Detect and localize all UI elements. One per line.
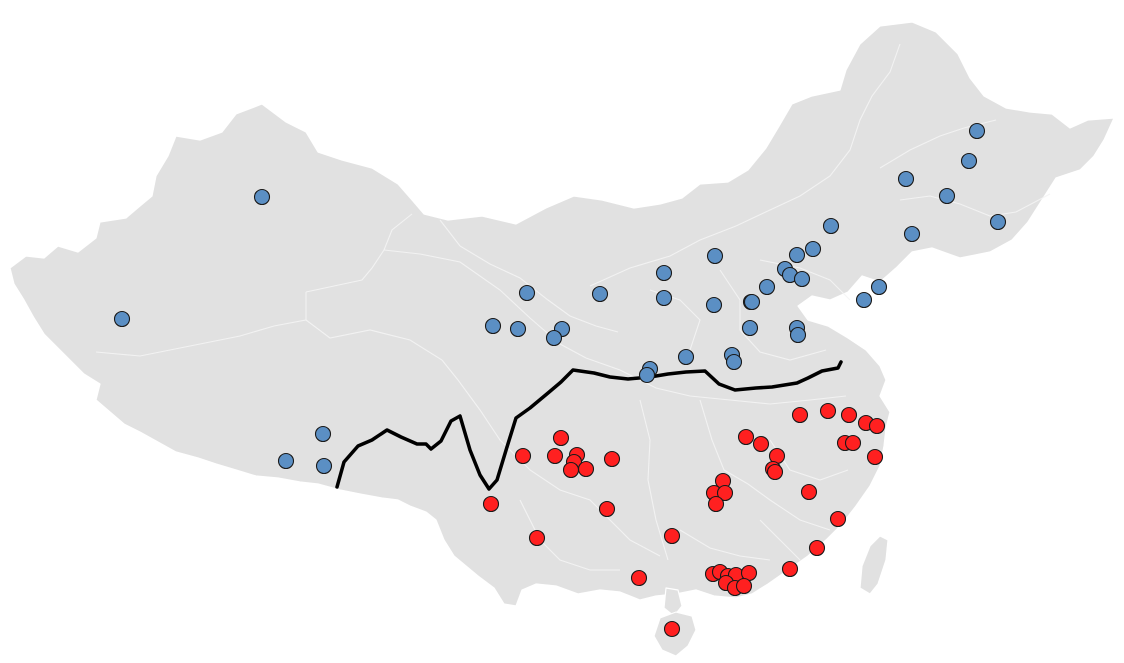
south-city-point bbox=[598, 500, 616, 518]
south-city-point bbox=[482, 495, 500, 513]
north-city-point bbox=[113, 310, 131, 328]
boundary-xinjiang bbox=[305, 213, 413, 293]
south-city-point bbox=[546, 447, 564, 465]
south-city-point bbox=[808, 539, 826, 557]
north-city-point bbox=[789, 326, 807, 344]
south-city-point bbox=[716, 484, 734, 502]
south-city-point bbox=[800, 483, 818, 501]
north-city-point bbox=[822, 217, 840, 235]
south-city-point bbox=[866, 448, 884, 466]
north-city-point bbox=[545, 329, 563, 347]
north-city-point bbox=[855, 291, 873, 309]
south-city-point bbox=[829, 510, 847, 528]
north-city-point bbox=[655, 264, 673, 282]
south-city-point bbox=[781, 560, 799, 578]
south-points-layer bbox=[482, 402, 886, 638]
south-city-point bbox=[791, 406, 809, 424]
north-city-point bbox=[518, 284, 536, 302]
north-city-point bbox=[638, 366, 656, 384]
north-city-point bbox=[903, 225, 921, 243]
boundary-gansu bbox=[439, 219, 619, 333]
north-city-point bbox=[968, 122, 986, 140]
south-city-point bbox=[663, 527, 681, 545]
north-city-point bbox=[989, 213, 1007, 231]
north-city-point bbox=[960, 152, 978, 170]
south-city-point bbox=[552, 429, 570, 447]
south-city-point bbox=[840, 406, 858, 424]
north-city-point bbox=[788, 246, 806, 264]
south-city-point bbox=[577, 460, 595, 478]
north-city-point bbox=[741, 319, 759, 337]
south-city-point bbox=[528, 529, 546, 547]
north-city-point bbox=[938, 187, 956, 205]
south-city-point bbox=[630, 569, 648, 587]
north-city-point bbox=[758, 278, 776, 296]
south-city-point bbox=[603, 450, 621, 468]
north-city-point bbox=[253, 188, 271, 206]
taiwan-island-shape bbox=[859, 535, 889, 595]
north-city-point bbox=[706, 247, 724, 265]
south-city-point bbox=[752, 435, 770, 453]
south-city-point bbox=[707, 495, 725, 513]
south-city-point bbox=[819, 402, 837, 420]
province-boundaries bbox=[95, 43, 1051, 571]
north-city-point bbox=[897, 170, 915, 188]
north-city-point bbox=[705, 296, 723, 314]
south-city-point bbox=[663, 620, 681, 638]
north-city-point bbox=[804, 240, 822, 258]
north-city-point bbox=[277, 452, 295, 470]
north-city-point bbox=[793, 270, 811, 288]
boundary-qinghai bbox=[305, 249, 587, 359]
boundary-inner-mongolia bbox=[589, 43, 901, 287]
north-city-point bbox=[484, 317, 502, 335]
south-city-point bbox=[844, 434, 862, 452]
north-city-point bbox=[870, 278, 888, 296]
north-points-layer bbox=[113, 122, 1007, 475]
mainland-china-shape bbox=[9, 21, 1115, 607]
south-city-point bbox=[868, 417, 886, 435]
north-city-point bbox=[591, 285, 609, 303]
north-city-point bbox=[725, 353, 743, 371]
north-city-point bbox=[314, 425, 332, 443]
south-city-point bbox=[514, 447, 532, 465]
south-city-point bbox=[766, 463, 784, 481]
north-south-divider-line bbox=[335, 360, 843, 491]
north-city-point bbox=[743, 293, 761, 311]
south-city-point bbox=[562, 461, 580, 479]
north-city-point bbox=[509, 320, 527, 338]
north-city-point bbox=[677, 348, 695, 366]
south-city-point bbox=[735, 577, 753, 595]
boundary-southwest bbox=[457, 379, 661, 571]
north-city-point bbox=[655, 289, 673, 307]
south-city-point bbox=[737, 428, 755, 446]
north-city-point bbox=[315, 457, 333, 475]
boundary-central bbox=[585, 357, 847, 561]
leizhou-peninsula-shape bbox=[663, 587, 683, 617]
